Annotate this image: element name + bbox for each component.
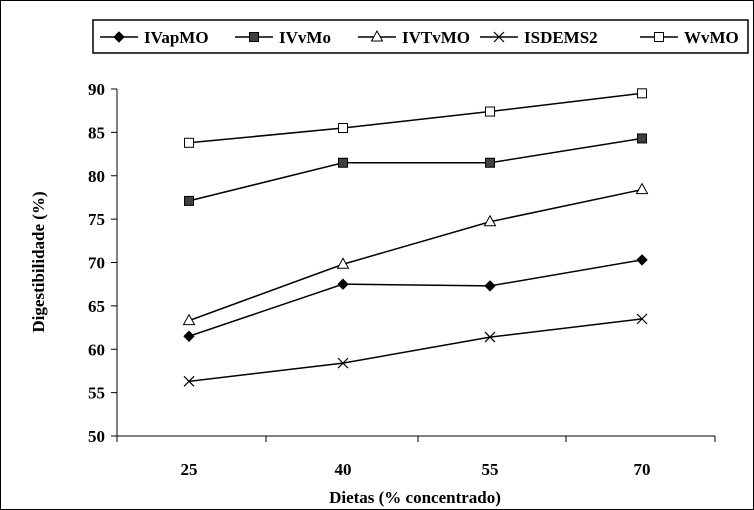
data-point [493, 31, 505, 43]
y-tick-label: 90 [88, 80, 105, 99]
series-line [188, 92, 643, 144]
data-point [637, 88, 647, 99]
data-point [636, 313, 648, 325]
legend: IVapMO IVvMo IVTvMO ISDEMS2 WvMO [92, 19, 749, 54]
y-tick-label: 55 [88, 384, 105, 403]
legend-label: IVvMo [279, 28, 331, 47]
axes: 50 55 60 65 70 75 80 85 90 25 40 55 70 [88, 80, 716, 479]
data-point [338, 123, 348, 134]
data-point [654, 32, 664, 42]
legend-item: IVvMo [235, 28, 331, 47]
data-point [183, 330, 195, 342]
data-point [483, 214, 497, 227]
x-axis-title: Dietas (% concentrado) [329, 488, 501, 507]
series-line [188, 318, 643, 383]
data-point [184, 195, 194, 206]
legend-item: ISDEMS2 [480, 28, 598, 47]
data-point [249, 32, 259, 42]
data-point [485, 157, 495, 168]
series-WvMO [184, 88, 647, 148]
y-tick-label: 65 [88, 297, 105, 316]
x-tick-label: 55 [482, 460, 499, 479]
x-tick-label: 40 [335, 460, 352, 479]
series-layer [182, 88, 649, 387]
y-tick-label: 60 [88, 340, 105, 359]
legend-label: IVapMO [144, 28, 209, 47]
x-tick-label: 70 [634, 460, 651, 479]
data-point [635, 182, 649, 195]
data-point [485, 106, 495, 117]
data-point [337, 278, 349, 290]
legend-item: IVapMO [100, 28, 209, 47]
legend-item: IVTvMO [358, 28, 470, 47]
data-point [337, 357, 349, 369]
series-IVTvMO [182, 182, 649, 326]
legend-label: ISDEMS2 [524, 28, 598, 47]
x-tick-label: 25 [181, 460, 198, 479]
y-tick-label: 70 [88, 254, 105, 273]
data-point [637, 133, 647, 144]
legend-item: WvMO [640, 28, 739, 47]
legend-box [92, 19, 749, 54]
y-tick-label: 80 [88, 167, 105, 186]
legend-label: IVTvMO [402, 28, 470, 47]
series-IVvMo [184, 133, 647, 206]
series-line [188, 259, 643, 337]
y-tick-label: 50 [88, 427, 105, 446]
y-tick-label: 75 [88, 210, 105, 229]
y-axis-title: Digestibilidade (%) [29, 191, 48, 332]
data-point [182, 313, 196, 326]
data-point [370, 29, 384, 42]
y-tick-label: 85 [88, 123, 105, 142]
data-point [484, 280, 496, 292]
data-point [336, 257, 350, 269]
data-point [184, 137, 194, 148]
data-point [183, 375, 195, 387]
data-point [338, 157, 348, 168]
data-point [636, 254, 648, 266]
legend-label: WvMO [684, 28, 739, 47]
series-line [188, 137, 643, 202]
data-point [113, 31, 125, 43]
series-ISDEMS2 [183, 313, 648, 387]
series-IVapMO [183, 254, 648, 342]
series-line [188, 188, 643, 322]
data-point [484, 331, 496, 343]
